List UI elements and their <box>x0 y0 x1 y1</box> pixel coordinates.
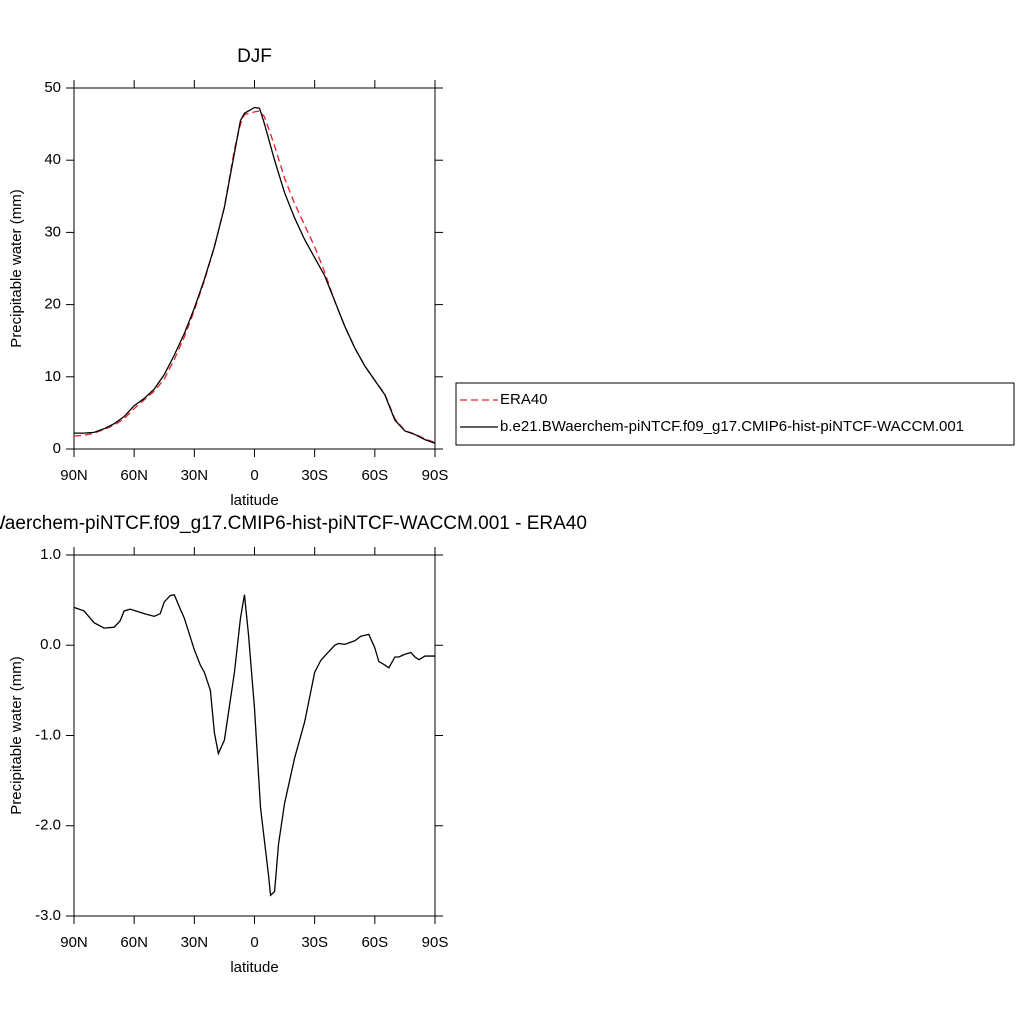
x-tick-label: 0 <box>250 467 258 484</box>
x-axis-label: latitude <box>230 959 278 976</box>
y-tick-label: 30 <box>44 223 61 240</box>
series-line <box>74 106 436 444</box>
y-tick-label: 50 <box>44 79 61 96</box>
y-tick-label: -2.0 <box>35 817 61 834</box>
x-tick-label: 30N <box>181 934 209 951</box>
x-tick-label: 0 <box>250 934 258 951</box>
x-tick-label: 60S <box>361 467 388 484</box>
y-axis-label: Precipitable water (mm) <box>8 656 25 814</box>
y-tick-label: 0.0 <box>40 636 61 653</box>
y-tick-label: 0 <box>53 440 61 457</box>
x-axis-label: latitude <box>230 492 278 509</box>
series-line <box>73 110 436 444</box>
y-tick-label: 1.0 <box>40 546 61 563</box>
y-tick-label: 10 <box>44 368 61 385</box>
x-tick-label: 30S <box>301 934 328 951</box>
plot-frame <box>73 87 436 450</box>
y-tick-label: -3.0 <box>35 907 61 924</box>
x-tick-label: 30S <box>301 467 328 484</box>
difference-line <box>73 593 435 897</box>
x-tick-label: 90S <box>422 934 449 951</box>
x-tick-label: 90N <box>60 934 88 951</box>
x-tick-label: 90S <box>422 467 449 484</box>
x-tick-label: 60N <box>120 467 148 484</box>
y-tick-label: -1.0 <box>35 726 61 743</box>
y-tick-label: 40 <box>44 151 61 168</box>
x-tick-label: 30N <box>181 467 209 484</box>
legend-label: b.e21.BWaerchem-piNTCF.f09_g17.CMIP6-his… <box>500 418 964 435</box>
x-tick-label: 90N <box>60 467 88 484</box>
y-axis-label: Precipitable water (mm) <box>8 189 25 347</box>
y-tick-label: 20 <box>44 296 61 313</box>
x-tick-label: 60N <box>120 934 148 951</box>
legend-box <box>455 382 1015 446</box>
chart-title: DJF <box>237 46 272 67</box>
chart-title: b.e21.BWaerchem-piNTCF.f09_g17.CMIP6-his… <box>0 513 587 534</box>
legend-label: ERA40 <box>500 391 548 408</box>
x-tick-label: 60S <box>361 934 388 951</box>
